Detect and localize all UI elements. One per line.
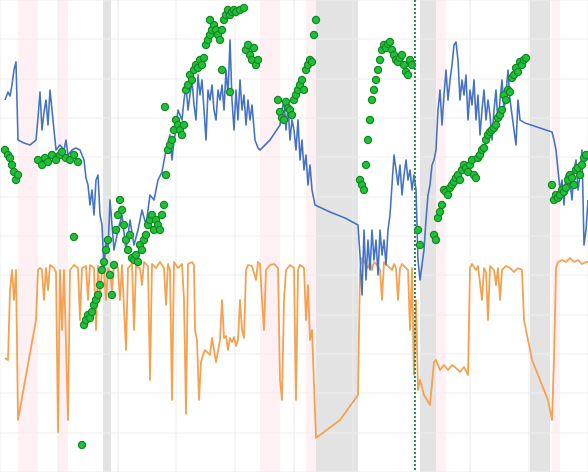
green-point-108 bbox=[217, 65, 227, 75]
green-point-129 bbox=[309, 30, 319, 40]
green-point-217 bbox=[567, 173, 577, 183]
green-point-206 bbox=[521, 53, 531, 63]
green-point-41 bbox=[119, 220, 129, 230]
green-point-80 bbox=[197, 60, 207, 70]
green-point-134 bbox=[361, 160, 371, 170]
green-point-34 bbox=[105, 270, 115, 280]
green-point-133 bbox=[359, 185, 369, 195]
green-point-75 bbox=[187, 75, 197, 85]
green-point-18 bbox=[73, 157, 83, 167]
green-point-224 bbox=[581, 150, 588, 160]
green-point-137 bbox=[367, 95, 377, 105]
green-point-130 bbox=[311, 15, 321, 25]
green-point-111 bbox=[273, 95, 283, 105]
green-point-50 bbox=[137, 245, 147, 255]
green-point-109 bbox=[225, 87, 235, 97]
green-point-32 bbox=[101, 245, 111, 255]
green-point-35 bbox=[107, 290, 117, 300]
green-point-118 bbox=[287, 110, 297, 120]
green-point-214 bbox=[561, 183, 571, 193]
green-point-159 bbox=[415, 240, 425, 250]
green-point-138 bbox=[369, 85, 379, 95]
green-point-62 bbox=[161, 170, 171, 180]
green-point-135 bbox=[363, 135, 373, 145]
green-point-153 bbox=[399, 60, 409, 70]
green-point-139 bbox=[371, 75, 381, 85]
series-orange bbox=[4, 257, 588, 439]
green-point-89 bbox=[215, 35, 225, 45]
green-point-28 bbox=[93, 290, 103, 300]
green-point-185 bbox=[479, 143, 489, 153]
green-point-194 bbox=[497, 105, 507, 115]
green-point-59 bbox=[155, 225, 165, 235]
green-point-107 bbox=[205, 15, 215, 25]
green-point-104 bbox=[249, 43, 259, 53]
orange-series-line bbox=[4, 257, 588, 439]
green-point-106 bbox=[253, 55, 263, 65]
green-point-29 bbox=[95, 280, 105, 290]
green-point-10 bbox=[43, 157, 53, 167]
green-point-123 bbox=[297, 75, 307, 85]
green-point-196 bbox=[501, 95, 511, 105]
green-point-124 bbox=[299, 85, 309, 95]
green-point-202 bbox=[513, 67, 523, 77]
green-point-136 bbox=[365, 115, 375, 125]
green-point-37 bbox=[111, 225, 121, 235]
green-point-114 bbox=[279, 115, 289, 125]
green-point-30 bbox=[97, 265, 107, 275]
green-point-43 bbox=[123, 245, 133, 255]
green-point-140 bbox=[373, 65, 383, 75]
green-point-163 bbox=[435, 207, 445, 217]
green-point-33 bbox=[103, 235, 113, 245]
green-point-19 bbox=[69, 232, 79, 242]
green-point-81 bbox=[199, 53, 209, 63]
green-point-110 bbox=[160, 102, 170, 112]
green-point-191 bbox=[491, 120, 501, 130]
green-point-65 bbox=[167, 135, 177, 145]
green-point-60 bbox=[157, 210, 167, 220]
green-point-218 bbox=[569, 180, 579, 190]
green-point-31 bbox=[99, 257, 109, 267]
green-point-222 bbox=[577, 160, 587, 170]
green-point-6 bbox=[13, 170, 23, 180]
series-blue bbox=[4, 39, 588, 296]
green-point-14 bbox=[57, 147, 67, 157]
green-point-161 bbox=[431, 235, 441, 245]
green-point-17 bbox=[69, 150, 79, 160]
green-point-3 bbox=[7, 160, 17, 170]
green-point-99 bbox=[239, 3, 249, 13]
green-point-44 bbox=[125, 230, 135, 240]
green-point-2 bbox=[5, 153, 15, 163]
scatter-green bbox=[0, 3, 588, 450]
green-point-25 bbox=[87, 307, 97, 317]
green-point-20 bbox=[77, 440, 87, 450]
green-point-61 bbox=[159, 200, 169, 210]
green-point-39 bbox=[115, 195, 125, 205]
green-point-207 bbox=[547, 180, 557, 190]
green-point-198 bbox=[505, 87, 515, 97]
green-point-36 bbox=[109, 260, 119, 270]
green-point-167 bbox=[443, 190, 453, 200]
green-point-141 bbox=[375, 55, 385, 65]
green-point-48 bbox=[133, 257, 143, 267]
blue-series-line bbox=[4, 39, 588, 296]
green-point-71 bbox=[179, 120, 189, 130]
green-point-47 bbox=[131, 250, 141, 260]
green-point-152 bbox=[397, 50, 407, 60]
green-point-70 bbox=[177, 130, 187, 140]
green-point-40 bbox=[117, 205, 127, 215]
green-point-181 bbox=[471, 173, 481, 183]
green-point-173 bbox=[455, 175, 465, 185]
green-point-128 bbox=[307, 57, 317, 67]
green-point-221 bbox=[575, 170, 585, 180]
green-point-146 bbox=[385, 37, 395, 47]
green-point-164 bbox=[437, 200, 447, 210]
green-point-90 bbox=[217, 25, 227, 35]
green-point-155 bbox=[403, 70, 413, 80]
green-point-52 bbox=[141, 230, 151, 240]
